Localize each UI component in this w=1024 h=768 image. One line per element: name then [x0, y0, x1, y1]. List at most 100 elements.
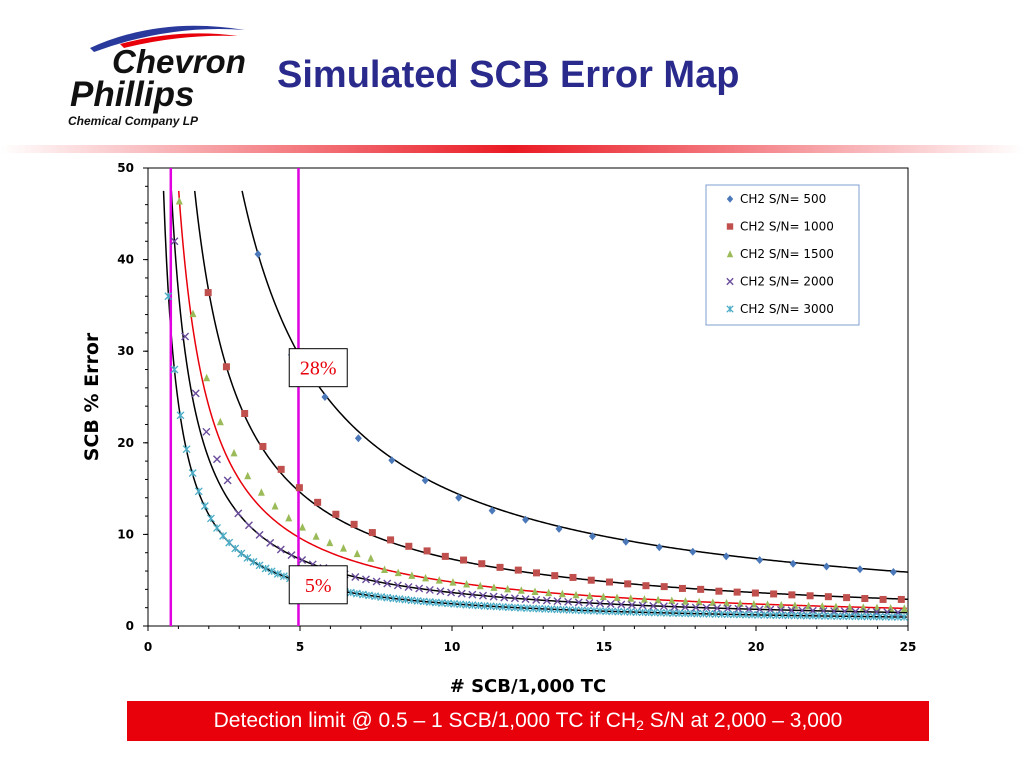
star-marker [188, 469, 197, 477]
x-marker [468, 590, 477, 599]
star-marker [772, 611, 781, 620]
x-marker [510, 594, 519, 603]
star-marker [559, 605, 568, 614]
x-marker-stroke [213, 455, 222, 464]
diamond-marker [321, 393, 329, 401]
triangle-marker [859, 603, 867, 611]
square-marker [350, 520, 358, 528]
x-tick-label: 0 [144, 640, 152, 654]
star-marker [170, 365, 179, 374]
diamond-marker [354, 434, 362, 443]
fit-curves [162, 190, 908, 618]
x-marker [574, 598, 583, 607]
x-marker [404, 582, 413, 591]
square-marker [879, 595, 887, 603]
callouts: 28% 5% [288, 348, 348, 605]
x-marker-stroke [745, 605, 754, 614]
triangle-marker [175, 196, 183, 205]
diamond-marker [555, 524, 563, 533]
star-marker [881, 612, 890, 621]
x-marker [734, 604, 743, 613]
star-marker [456, 600, 465, 609]
triangle-marker [709, 598, 717, 606]
diamond-marker [622, 537, 630, 546]
x-marker-stroke [723, 604, 732, 613]
x-marker [500, 593, 509, 602]
x-marker-stroke [234, 509, 243, 518]
square-marker [605, 578, 613, 586]
star-marker [510, 603, 519, 612]
x-marker [361, 575, 370, 584]
diamond-marker [823, 562, 831, 571]
x-marker-stroke [489, 592, 498, 601]
x-marker [585, 598, 594, 607]
diamond-marker [889, 567, 897, 576]
star-marker [632, 608, 641, 617]
star-marker [237, 549, 246, 558]
triangle-marker [887, 604, 895, 612]
triangle-marker [791, 601, 799, 609]
star-marker [662, 609, 671, 617]
x-marker-stroke [479, 591, 488, 600]
square-marker [332, 510, 340, 518]
detection-limit-banner: Detection limit @ 0.5 – 1 SCB/1,000 TC i… [127, 701, 929, 741]
x-marker-stroke [191, 389, 200, 398]
x-marker [745, 605, 754, 614]
x-marker-stroke [255, 530, 264, 539]
star-marker [474, 601, 483, 610]
x-marker-stroke [553, 597, 562, 606]
star-marker [827, 612, 836, 621]
square-marker [405, 542, 413, 550]
diamond-marker [588, 532, 596, 541]
star-marker [577, 606, 586, 615]
star-marker [547, 605, 556, 614]
x-marker-stroke [500, 593, 509, 602]
y-tick-label: 10 [117, 527, 134, 541]
callout-label: 28% [300, 358, 337, 380]
x-marker [670, 602, 679, 611]
triangle-marker [558, 589, 566, 598]
triangle-marker [449, 578, 457, 586]
x-marker-stroke [457, 589, 466, 598]
triangle-marker [613, 593, 621, 602]
triangle-marker [900, 604, 908, 612]
x-marker-stroke [276, 545, 285, 554]
star-marker [656, 608, 665, 617]
star-marker [583, 606, 592, 615]
square-marker [241, 409, 249, 417]
x-marker [287, 551, 296, 560]
x-marker [532, 595, 541, 604]
square-marker [897, 595, 905, 603]
diamond-marker [455, 493, 463, 502]
x-marker-stroke [830, 607, 839, 616]
x-marker-stroke [726, 277, 734, 286]
triangle-marker [726, 250, 734, 258]
star-marker [760, 611, 769, 619]
square-marker [788, 591, 796, 599]
fit-curve [177, 190, 907, 610]
x-marker [213, 455, 222, 464]
star-marker [273, 569, 282, 578]
diamond-marker [488, 506, 496, 515]
square-marker [222, 363, 230, 371]
x-marker [415, 584, 424, 593]
triangle-marker [764, 600, 772, 608]
scb-error-chart: 0 5 10 15 20 25 0 10 20 30 40 50 SCB % Error # SCB/… [81, 161, 916, 697]
x-marker [830, 607, 839, 616]
star-marker [814, 611, 823, 620]
star-marker [608, 607, 617, 616]
x-marker [383, 579, 392, 588]
diamond-marker [689, 547, 697, 556]
x-marker-stroke [436, 587, 445, 596]
x-marker [564, 597, 573, 606]
x-marker [234, 509, 243, 518]
x-marker [649, 601, 658, 610]
star-marker [699, 609, 708, 618]
x-marker [681, 603, 690, 612]
star-marker [748, 610, 757, 619]
triangle-marker [408, 571, 416, 579]
star-marker [523, 604, 532, 613]
x-marker-stroke [585, 598, 594, 607]
square-marker [843, 594, 851, 602]
company-logo: Chevron Phillips Chemical Company LP [68, 25, 246, 128]
